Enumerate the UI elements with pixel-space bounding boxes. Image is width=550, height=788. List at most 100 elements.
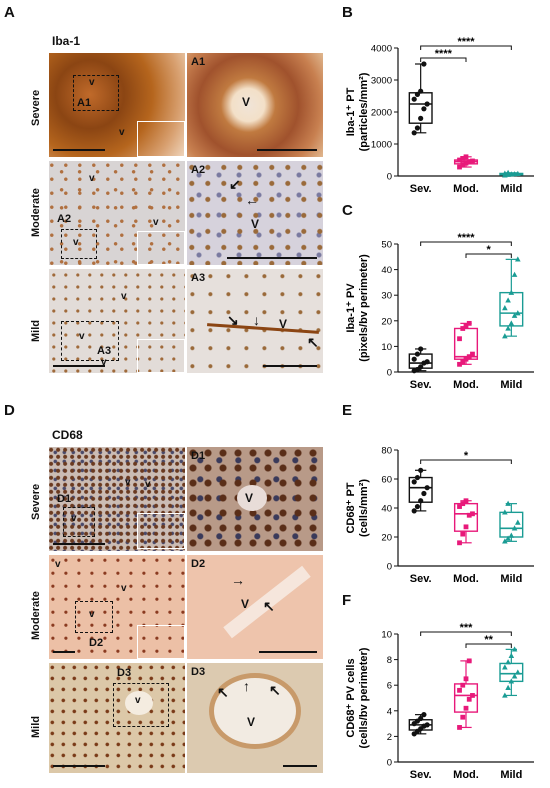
white-inset-box [137,625,185,659]
y-tick-label: 80 [381,446,392,457]
vessel-label: v [119,127,125,138]
data-point [460,531,466,537]
row-label-severe-a: Severe [30,89,42,126]
data-point [502,692,508,698]
panel-letter-b: B [342,4,353,21]
data-point [460,501,466,507]
significance-label: **** [457,36,475,48]
box-chart-f: CD68⁺ PV cells (cells/bv perimeter) 0 2 4 6 8 1… [345,622,534,781]
significance-label: **** [435,48,453,60]
micrograph-cd68-mild-zoom: D3 ↖ ↑ ↖ V [186,662,324,774]
data-point [515,256,521,262]
data-point [418,115,424,121]
vessel-label-big: V [241,597,250,611]
data-point [505,297,511,303]
data-point [463,154,469,160]
vessel-label: v [89,173,95,184]
white-inset-box [137,121,185,157]
scale-bar [53,651,75,653]
x-tick-label: Mod. [453,769,479,781]
y-tick-label: 10 [381,630,392,641]
data-point [505,535,511,541]
arrow-marker: → [231,572,245,588]
vessel-label: v [89,609,95,620]
x-tick-label: Sev. [410,573,432,585]
x-tick-label: Sev. [410,183,432,195]
data-point [505,684,511,690]
data-point [418,467,424,473]
data-point [418,346,424,352]
significance-bracket [420,631,512,636]
significance-bracket [420,459,512,464]
data-point [414,351,421,357]
data-point [411,356,417,362]
micrograph-iba1-moderate-zoom: A2 ↙ ← V [186,160,324,266]
significance-bracket [420,45,512,50]
micrograph-cd68-moderate-overview: v v v D2 [48,554,186,660]
y-axis-label-units: (particles/mm²) [358,72,370,151]
significance-label: *** [460,622,474,634]
data-point [515,519,521,525]
data-point [414,91,421,97]
inset-label-a2-overview: A2 [57,213,72,225]
data-point [466,320,472,326]
dashed-inset-box-a2 [61,229,97,259]
data-point [502,305,508,311]
dashed-inset-box-a3 [61,321,119,361]
vessel-label: v [153,217,159,228]
scale-bar [53,543,105,545]
data-point [411,96,417,102]
x-tick-label: Mild [500,573,522,585]
y-tick-label: 4 [387,706,392,717]
data-point [421,106,427,112]
y-tick-label: 20 [381,533,392,544]
data-point [460,162,466,168]
vessel-label: v [121,291,127,302]
inset-label-d1-overview: D1 [57,493,72,505]
inset-label-a2-zoom: A2 [191,164,206,176]
stain-title-cd68: CD68 [52,428,83,442]
data-point [414,125,421,131]
data-point [505,659,511,665]
row-label-moderate-d: Moderate [30,591,42,640]
x-tick-label: Sev. [410,379,432,391]
scale-bar [283,765,317,767]
y-tick-label: 40 [381,504,392,515]
data-point [502,333,508,339]
vessel-lumen [209,673,301,749]
data-point [470,351,475,357]
micrograph-iba1-mild-zoom: A3 ↘ ↓ V ↖ [186,268,324,374]
arrow-marker: ↖ [217,684,229,700]
vessel-label: v [125,477,131,488]
data-point [511,525,518,531]
micrograph-iba1-severe-zoom: A1 V [186,52,324,158]
y-axis-label-units: (pixels/bv perimeter) [358,254,370,362]
panel-letter-f: F [342,592,352,609]
x-tick-label: Mild [500,769,522,781]
data-point [502,509,508,515]
inset-label-a1-zoom: A1 [191,56,206,68]
micrograph-cd68-severe-zoom: D1 V [186,446,324,552]
y-tick-label: 3000 [371,76,392,87]
y-tick-label: 0 [387,758,392,769]
y-tick-label: 2 [387,732,392,743]
white-inset-box [137,339,185,373]
row-label-mild-d: Mild [30,716,42,738]
data-point [505,169,511,175]
data-point [508,678,515,684]
vessel-label: v [121,583,127,594]
data-point [508,289,515,295]
significance-label: **** [457,232,475,244]
vessel-wall [207,323,319,334]
data-point [463,160,469,166]
data-point [515,669,521,675]
significance-label: ** [484,634,493,646]
micrograph-iba1-severe-overview: A1 v v [48,52,186,158]
data-point [424,359,430,365]
vessel-label-big: V [279,317,288,331]
y-tick-label: 0 [387,172,392,183]
x-tick-label: Sev. [410,769,432,781]
dashed-inset-box-a1 [73,75,119,111]
data-point [411,479,417,485]
vessel-label: v [101,357,107,368]
